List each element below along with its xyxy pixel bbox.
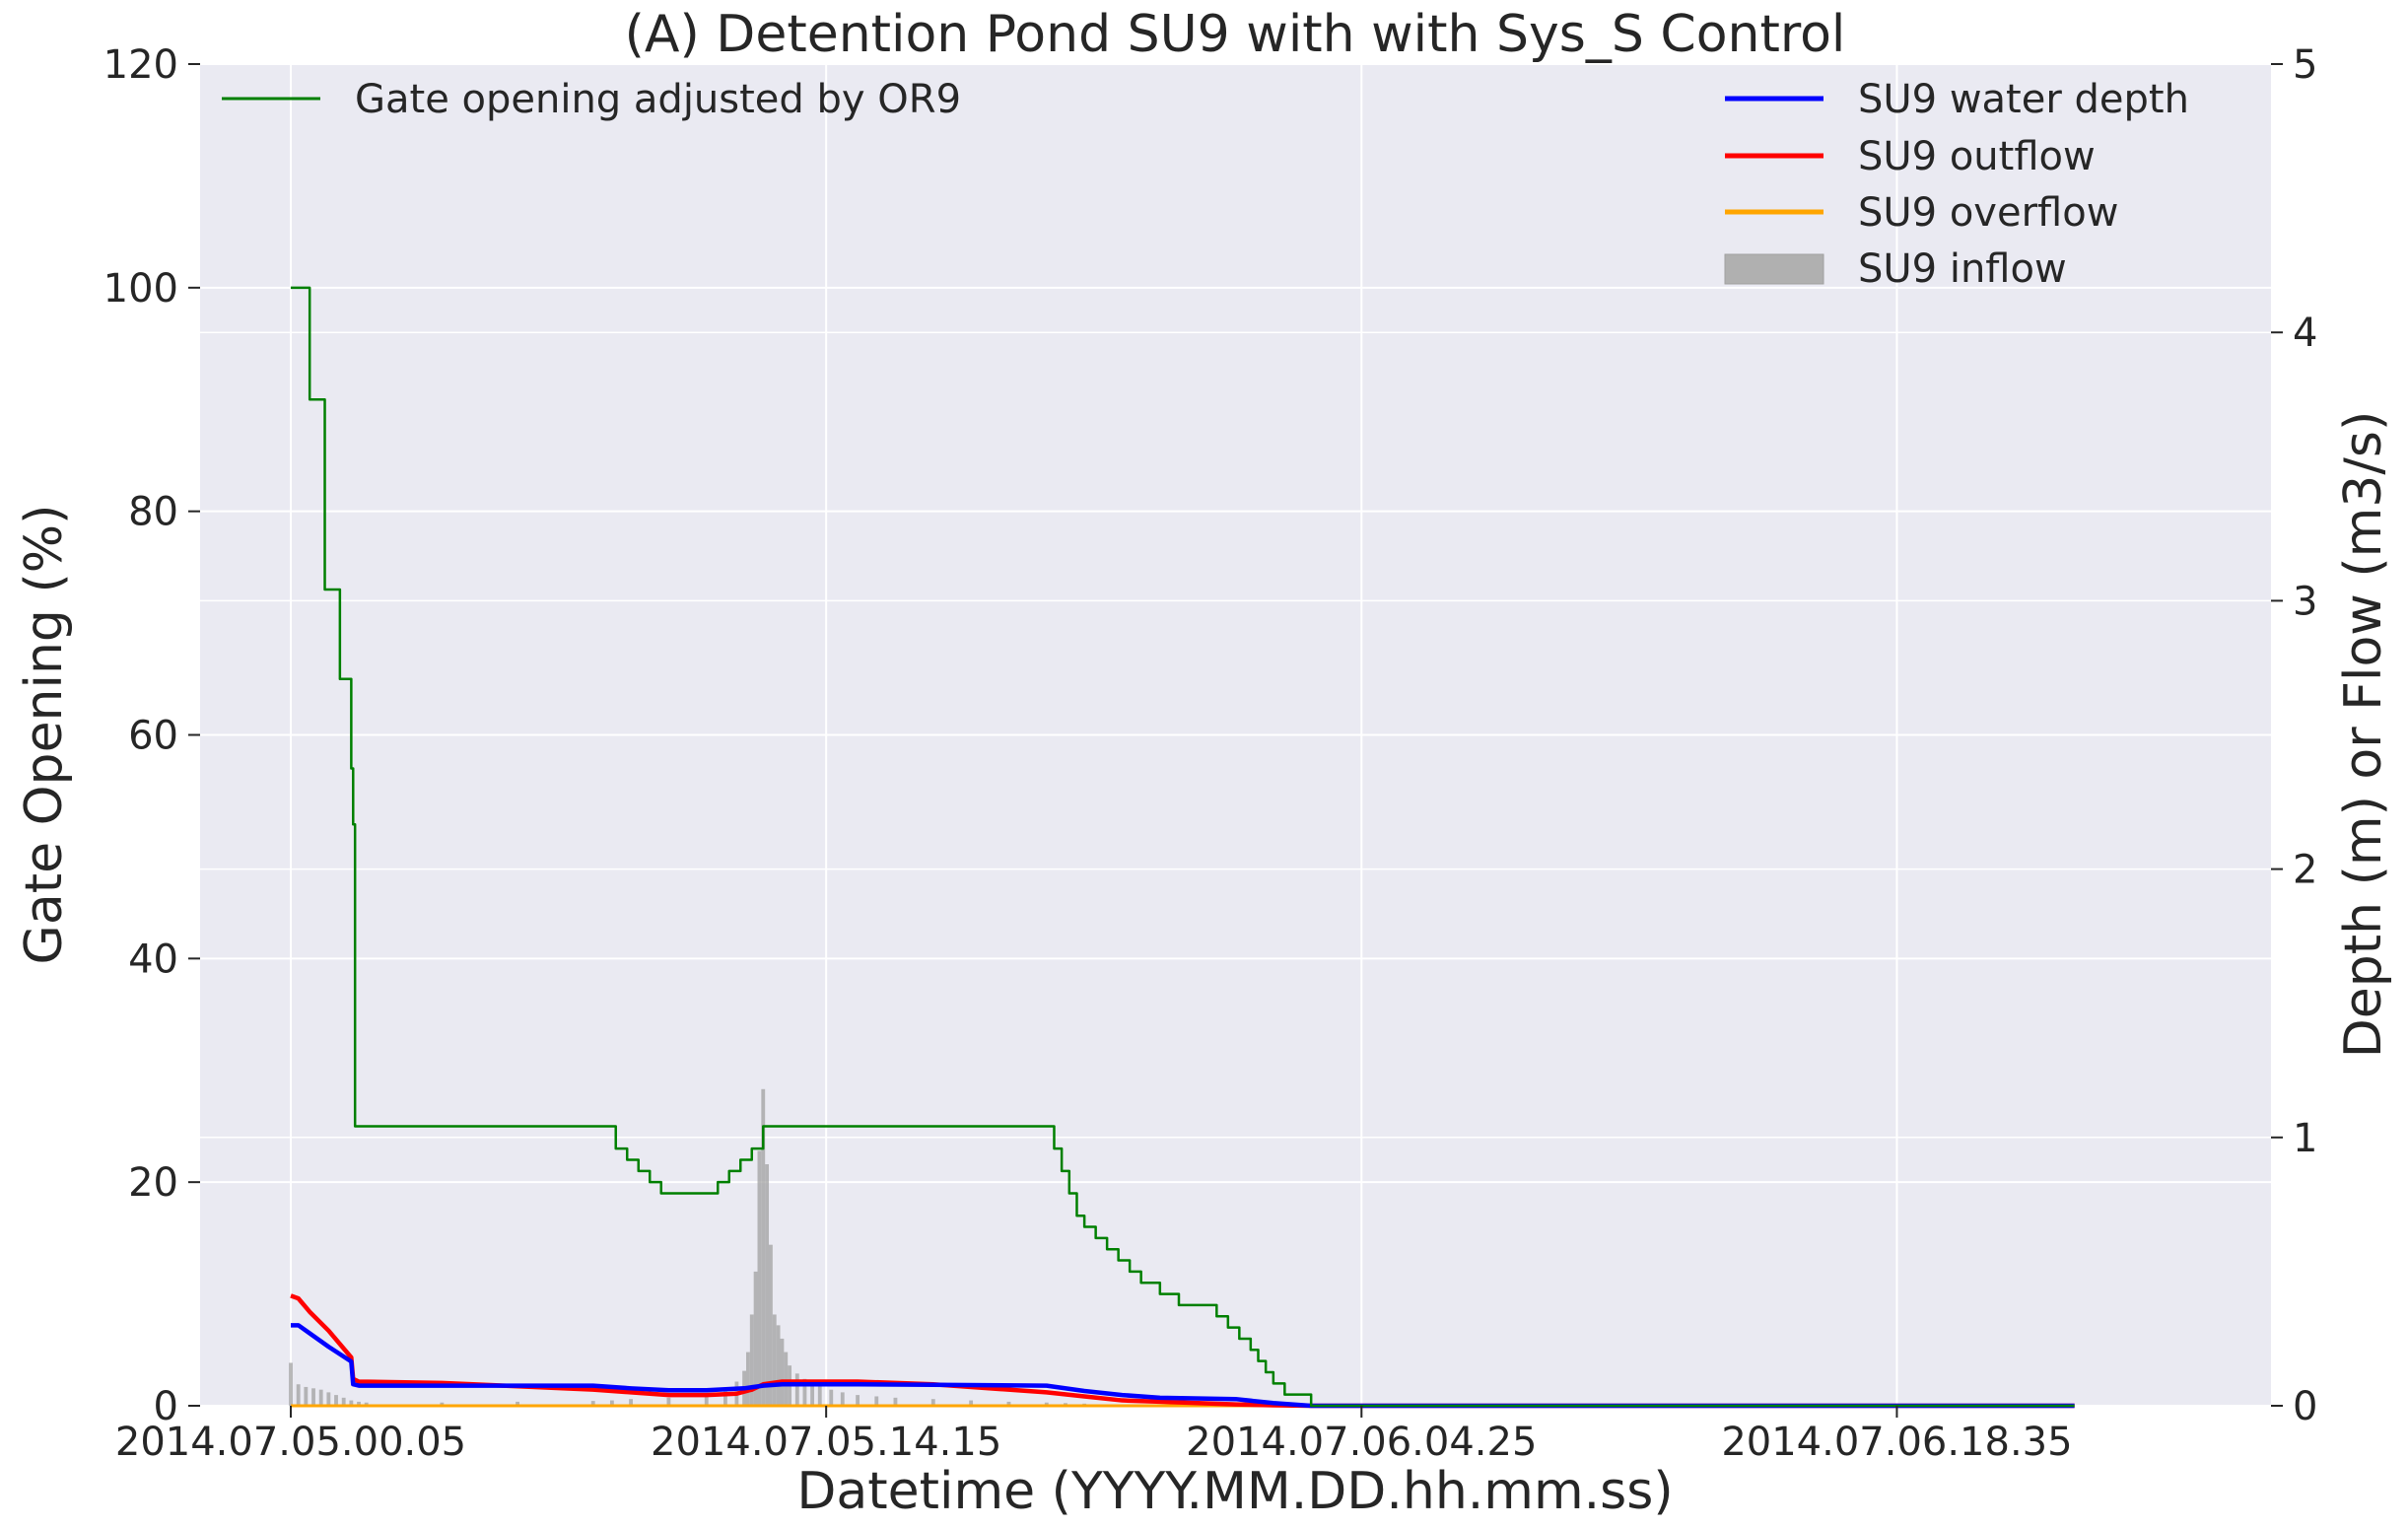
inflow-bar <box>1044 1402 1049 1406</box>
inflow-bar <box>704 1395 709 1406</box>
inflow-bar <box>609 1400 614 1406</box>
inflow-bar <box>802 1378 807 1406</box>
inflow-bar <box>874 1396 879 1406</box>
chart-title: (A) Detention Pond SU9 with with Sys_S C… <box>625 5 1846 64</box>
inflow-bar <box>629 1399 633 1406</box>
ytick-left-label-5: 100 <box>103 266 178 312</box>
xtick-label-1: 2014.07.05.14.15 <box>651 1420 1001 1465</box>
inflow-bar <box>817 1384 822 1406</box>
series-line-su9-water-depth <box>291 1323 2075 1409</box>
ytick-right-label-5: 5 <box>2293 42 2317 88</box>
legend-swatch-inflow <box>1724 253 1824 285</box>
inflow-bar <box>969 1400 974 1406</box>
inflow-bar <box>749 1314 754 1406</box>
inflow-bar <box>364 1402 369 1406</box>
inflow-bar <box>753 1271 758 1406</box>
series-lines <box>290 286 2075 1409</box>
ytick-right-label-2: 2 <box>2293 848 2317 893</box>
legend-left: Gate opening adjusted by OR9 <box>222 77 961 122</box>
ytick-right-label-1: 1 <box>2293 1116 2317 1161</box>
ytick-right-label-4: 4 <box>2293 311 2317 356</box>
ytick-right-label-0: 0 <box>2293 1384 2317 1429</box>
y-axis-left-label: Gate Opening (%) <box>15 505 74 965</box>
inflow-bar <box>318 1389 323 1406</box>
ticks: 0 20 40 60 80 100 120 0 1 2 3 4 5 2014.07.05.00.05 201… <box>103 42 2318 1465</box>
inflow-bar <box>304 1386 309 1406</box>
legend-label-gate: Gate opening adjusted by OR9 <box>355 77 961 122</box>
ytick-left-label-3: 60 <box>128 714 178 759</box>
inflow-bar <box>776 1325 781 1406</box>
legend-label-inflow: SU9 inflow <box>1858 246 2067 292</box>
y-axis-right-label: Depth (m) or Flow (m3/s) <box>2334 411 2393 1059</box>
inflow-bar <box>666 1397 671 1406</box>
legend-label-overflow: SU9 overflow <box>1858 190 2118 236</box>
inflow-bar <box>723 1389 727 1406</box>
inflow-bar <box>840 1392 845 1406</box>
inflow-bar <box>765 1164 770 1406</box>
inflow-bar <box>893 1397 898 1406</box>
inflow-bar <box>746 1352 750 1406</box>
inflow-bar <box>930 1399 935 1406</box>
ytick-left-label-1: 20 <box>128 1160 178 1206</box>
inflow-bar <box>1006 1401 1011 1406</box>
inflow-bar <box>780 1338 785 1406</box>
inflow-bar <box>334 1395 338 1406</box>
inflow-bar <box>784 1352 789 1406</box>
ytick-left-label-4: 80 <box>128 490 178 535</box>
ytick-right-label-3: 3 <box>2293 579 2317 624</box>
inflow-bars <box>289 1088 1201 1406</box>
xtick-label-0: 2014.07.05.00.05 <box>115 1420 466 1465</box>
inflow-bar <box>810 1381 815 1406</box>
inflow-bar <box>296 1384 301 1406</box>
inflow-bar <box>311 1388 315 1406</box>
inflow-bar <box>769 1244 773 1406</box>
inflow-bar <box>357 1401 361 1406</box>
inflow-bar <box>761 1088 766 1406</box>
inflow-bar <box>516 1401 519 1406</box>
inflow-bar <box>326 1392 331 1406</box>
xtick-label-2: 2014.07.06.04.25 <box>1186 1420 1537 1465</box>
series-line-gate-opening-adjusted-by-or9 <box>291 286 2075 1408</box>
legend-label-depth: SU9 water depth <box>1858 77 2189 122</box>
legend-right: SU9 water depth SU9 outflow SU9 overflow… <box>1724 77 2189 292</box>
inflow-bar <box>772 1314 777 1406</box>
legend-label-outflow: SU9 outflow <box>1858 134 2096 179</box>
inflow-bar <box>829 1389 834 1406</box>
ytick-left-label-0: 0 <box>154 1384 178 1429</box>
inflow-bar <box>341 1397 346 1406</box>
inflow-bar <box>757 1150 762 1406</box>
inflow-bar <box>440 1402 445 1406</box>
xtick-label-3: 2014.07.06.18.35 <box>1721 1420 2072 1465</box>
ytick-left-label-6: 120 <box>103 42 178 88</box>
inflow-bar <box>349 1400 354 1406</box>
ytick-left-label-2: 40 <box>128 937 178 982</box>
inflow-bar <box>856 1395 860 1406</box>
x-axis-label: Datetime (YYYY.MM.DD.hh.mm.ss) <box>796 1462 1673 1521</box>
inflow-bar <box>794 1373 799 1406</box>
inflow-bar <box>590 1401 595 1406</box>
inflow-bar <box>289 1362 293 1406</box>
